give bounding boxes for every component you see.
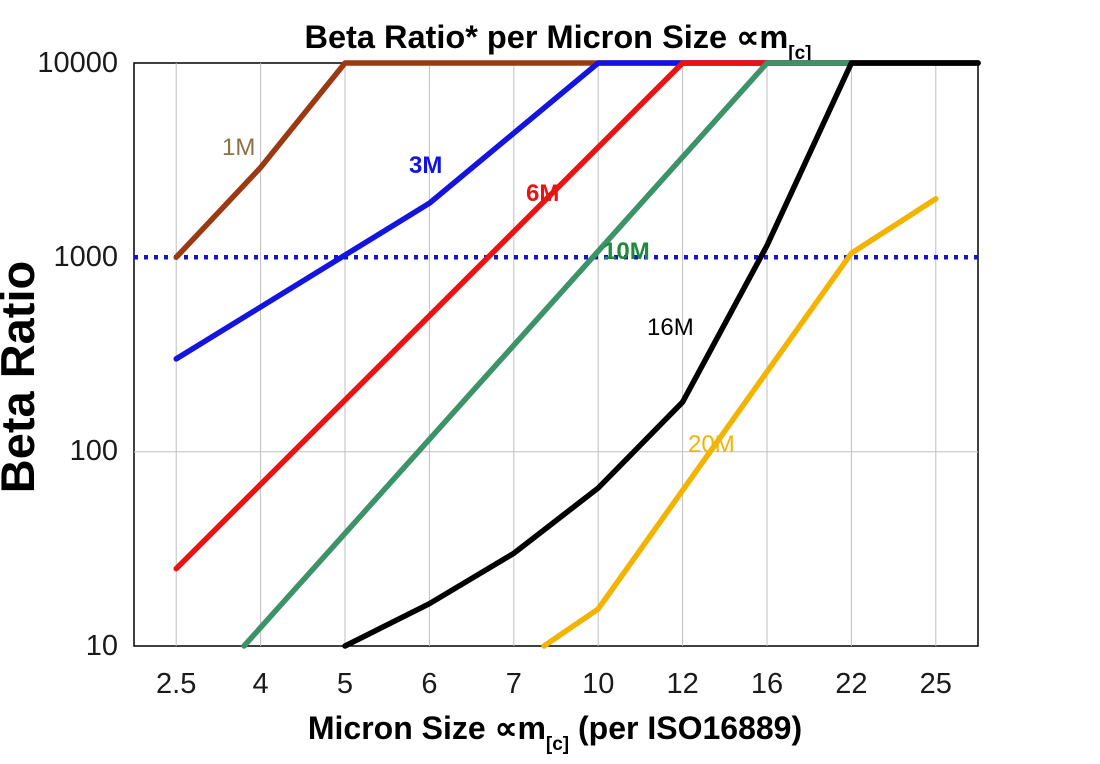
- svg-text:6: 6: [421, 668, 437, 700]
- svg-text:7: 7: [506, 668, 522, 700]
- svg-text:25: 25: [920, 668, 952, 700]
- svg-text:16M: 16M: [647, 314, 694, 341]
- svg-text:10: 10: [86, 630, 118, 662]
- svg-text:6M: 6M: [526, 180, 559, 207]
- svg-text:20M: 20M: [688, 431, 735, 458]
- svg-text:10M: 10M: [603, 238, 650, 265]
- svg-text:16: 16: [751, 668, 783, 700]
- svg-text:22: 22: [835, 668, 867, 700]
- svg-text:4: 4: [253, 668, 269, 700]
- svg-text:2.5: 2.5: [156, 668, 196, 700]
- svg-text:3M: 3M: [409, 152, 442, 179]
- svg-text:10000: 10000: [37, 47, 118, 79]
- svg-text:Beta Ratio: Beta Ratio: [0, 261, 44, 493]
- svg-text:12: 12: [666, 668, 698, 700]
- svg-text:100: 100: [70, 435, 118, 467]
- svg-text:1000: 1000: [53, 241, 118, 273]
- svg-text:10: 10: [582, 668, 614, 700]
- svg-text:5: 5: [337, 668, 353, 700]
- svg-text:1M: 1M: [222, 134, 255, 161]
